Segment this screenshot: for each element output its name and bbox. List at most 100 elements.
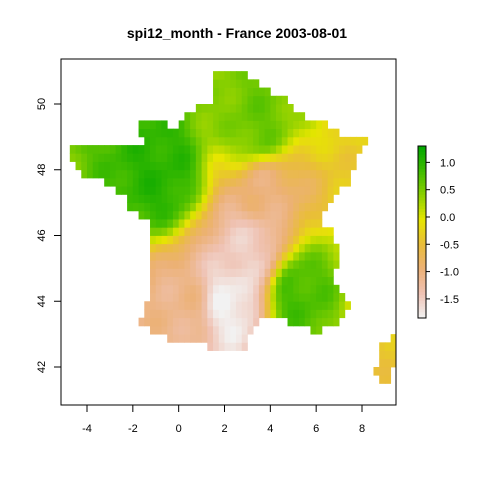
raster-cell bbox=[310, 120, 317, 130]
colorbar-segment bbox=[418, 306, 426, 310]
raster-cell bbox=[253, 235, 260, 245]
raster-cell bbox=[218, 260, 225, 269]
raster-cell bbox=[230, 169, 237, 179]
raster-cell bbox=[150, 128, 157, 138]
raster-cell bbox=[167, 293, 174, 302]
raster-cell bbox=[201, 161, 208, 171]
colorbar-segment bbox=[418, 180, 426, 184]
raster-cell bbox=[321, 317, 329, 327]
raster-cell bbox=[132, 186, 139, 195]
raster-cell bbox=[201, 194, 208, 204]
raster-cell bbox=[270, 276, 277, 286]
raster-cell bbox=[132, 169, 139, 179]
raster-cell bbox=[321, 243, 329, 253]
raster-cell bbox=[213, 169, 220, 179]
raster-cell bbox=[224, 243, 231, 253]
raster-cell bbox=[167, 334, 174, 343]
raster-cell bbox=[264, 112, 271, 121]
colorbar-tick-label: 0.5 bbox=[440, 185, 455, 197]
raster-cell bbox=[201, 334, 208, 343]
colorbar-segment bbox=[418, 266, 426, 270]
raster-cell bbox=[281, 161, 288, 171]
raster-cell bbox=[339, 301, 346, 310]
raster-cell bbox=[316, 325, 323, 335]
raster-cell bbox=[258, 243, 266, 253]
raster-cell bbox=[207, 309, 214, 319]
raster-cell bbox=[167, 177, 174, 187]
raster-cell bbox=[184, 186, 191, 195]
raster-cell bbox=[276, 210, 283, 220]
raster-cell bbox=[132, 161, 139, 171]
raster-cell bbox=[276, 251, 283, 261]
raster-cell bbox=[144, 120, 151, 130]
raster-cell bbox=[132, 194, 139, 204]
x-tick-label: 6 bbox=[313, 423, 319, 435]
raster-cell bbox=[184, 317, 191, 327]
raster-cell bbox=[327, 128, 334, 138]
raster-cell bbox=[138, 153, 145, 162]
raster-cell bbox=[213, 177, 220, 187]
raster-cell bbox=[155, 276, 162, 286]
raster-cell bbox=[310, 260, 317, 269]
raster-cell bbox=[241, 194, 248, 204]
raster-cell bbox=[178, 293, 185, 302]
raster-cell bbox=[155, 194, 162, 204]
raster-cell bbox=[235, 128, 243, 138]
raster-cell bbox=[276, 153, 283, 162]
raster-cell bbox=[207, 194, 214, 204]
raster-cell bbox=[253, 145, 260, 154]
raster-cell bbox=[247, 153, 254, 162]
raster-cell bbox=[270, 145, 277, 154]
x-tick-label: 8 bbox=[359, 423, 365, 435]
raster-cell bbox=[247, 104, 254, 113]
raster-cell bbox=[132, 153, 139, 162]
raster-cell bbox=[247, 293, 254, 302]
raster-cell bbox=[213, 301, 220, 310]
raster-cell bbox=[207, 342, 214, 351]
raster-cell bbox=[287, 235, 294, 245]
raster-cell bbox=[184, 260, 191, 269]
raster-cell bbox=[213, 309, 220, 319]
colorbar-tick-label: -1.0 bbox=[440, 267, 459, 279]
raster-cell bbox=[281, 251, 288, 261]
raster-cell bbox=[316, 153, 323, 162]
raster-cell bbox=[241, 251, 248, 261]
raster-cell bbox=[247, 210, 254, 220]
raster-cell bbox=[276, 293, 283, 302]
raster-cell bbox=[75, 153, 82, 162]
raster-cell bbox=[184, 120, 191, 130]
raster-cell bbox=[207, 153, 214, 162]
colorbar-segment bbox=[418, 214, 426, 219]
raster-cell bbox=[161, 120, 168, 130]
raster-cell bbox=[287, 169, 294, 179]
raster-cell bbox=[293, 161, 300, 171]
raster-cell bbox=[167, 136, 174, 146]
raster-cell bbox=[276, 104, 283, 113]
raster-cell bbox=[241, 161, 248, 171]
raster-cell bbox=[321, 177, 329, 187]
raster-cell bbox=[230, 227, 237, 236]
raster-cell bbox=[218, 309, 225, 319]
raster-cell bbox=[109, 177, 117, 187]
raster-cell bbox=[235, 210, 243, 220]
colorbar-segment bbox=[418, 194, 426, 199]
raster-cell bbox=[207, 235, 214, 245]
raster-cell bbox=[195, 136, 202, 146]
raster-cell bbox=[344, 177, 351, 187]
raster-cell bbox=[253, 186, 260, 195]
raster-cell bbox=[184, 177, 191, 187]
raster-cell bbox=[150, 227, 157, 236]
raster-cell bbox=[201, 284, 208, 294]
raster-cell bbox=[207, 186, 214, 195]
raster-cell bbox=[127, 202, 134, 212]
raster-cell bbox=[270, 153, 277, 162]
raster-cell bbox=[258, 202, 266, 212]
raster-cell bbox=[190, 268, 197, 277]
raster-cell bbox=[321, 128, 329, 138]
raster-cell bbox=[150, 251, 157, 261]
raster-cell bbox=[270, 219, 277, 228]
raster-cell bbox=[150, 235, 157, 245]
raster-cell bbox=[218, 334, 225, 343]
raster-cell bbox=[184, 301, 191, 310]
raster-cell bbox=[178, 301, 185, 310]
